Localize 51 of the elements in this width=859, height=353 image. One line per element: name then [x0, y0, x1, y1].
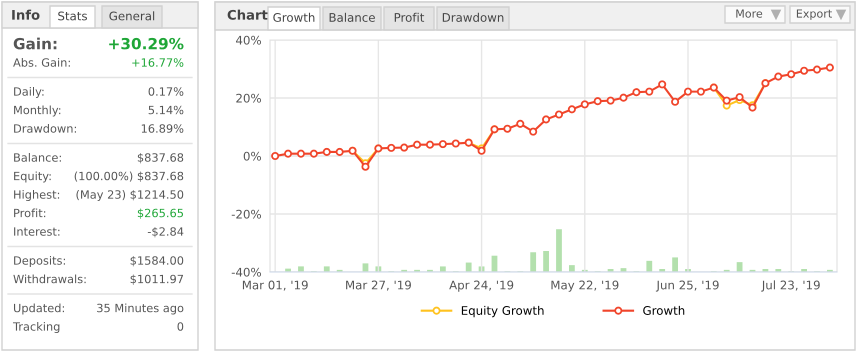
y-tick-label: -20% — [232, 210, 262, 219]
text: Abs. Gain: — [13, 58, 70, 67]
text: -$2.84 — [148, 226, 184, 238]
text: Drawdown — [442, 12, 504, 22]
text: (100.00%) $837.68 — [74, 171, 184, 182]
text: 5.14% — [148, 106, 184, 114]
text: Growth — [273, 12, 314, 22]
y-tick-label: 0% — [244, 152, 262, 161]
text: 35 Minutes ago — [97, 303, 184, 315]
text: Profit: — [14, 208, 46, 218]
text: Daily: — [14, 86, 44, 98]
text: General — [109, 11, 154, 20]
text: Monthly: — [14, 105, 60, 117]
text: +16.77% — [132, 58, 184, 67]
text: Withdrawals: — [13, 274, 86, 284]
text: Interest: — [14, 227, 60, 236]
y-tick-label: 20% — [236, 94, 262, 103]
text: $1584.00 — [130, 256, 184, 266]
text: Tracking — [12, 322, 60, 334]
text: Updated: — [14, 303, 64, 315]
legend-label: Growth — [643, 306, 684, 315]
text: More — [736, 9, 762, 18]
text: Balance — [330, 12, 375, 22]
text: Highest: — [14, 190, 60, 202]
chart-title: Chart — [228, 10, 268, 20]
text: (May 23) $1214.50 — [76, 190, 184, 202]
text: Drawdown: — [14, 124, 76, 133]
x-tick-label: Jul 23, '19 — [761, 280, 820, 292]
x-tick-label: Apr 24, '19 — [449, 280, 514, 292]
text: $1011.97 — [130, 274, 184, 285]
text: Gain: — [14, 38, 56, 50]
x-tick-label: Mar 01, '19 — [242, 280, 308, 291]
text: $837.68 — [138, 152, 184, 164]
x-tick-label: Mar 27, '19 — [346, 280, 411, 291]
legend-label: Equity Growth — [462, 306, 544, 318]
text: Profit — [394, 12, 424, 22]
text: 0.17% — [148, 87, 184, 96]
text: Balance: — [14, 152, 61, 162]
y-tick-label: -40% — [232, 268, 262, 277]
x-tick-label: May 22, '19 — [551, 280, 618, 292]
text: Info — [12, 10, 40, 20]
text: +30.29% — [109, 38, 184, 50]
text: Equity: — [14, 171, 51, 183]
y-tick-label: 40% — [236, 36, 262, 45]
text: Export — [796, 9, 832, 20]
text: 16.89% — [142, 124, 184, 133]
x-tick-label: Jun 25, '19 — [656, 280, 719, 292]
text: 0 — [178, 322, 184, 331]
text: Stats — [58, 11, 87, 20]
text: $265.65 — [138, 208, 184, 219]
text: Deposits: — [14, 256, 65, 268]
